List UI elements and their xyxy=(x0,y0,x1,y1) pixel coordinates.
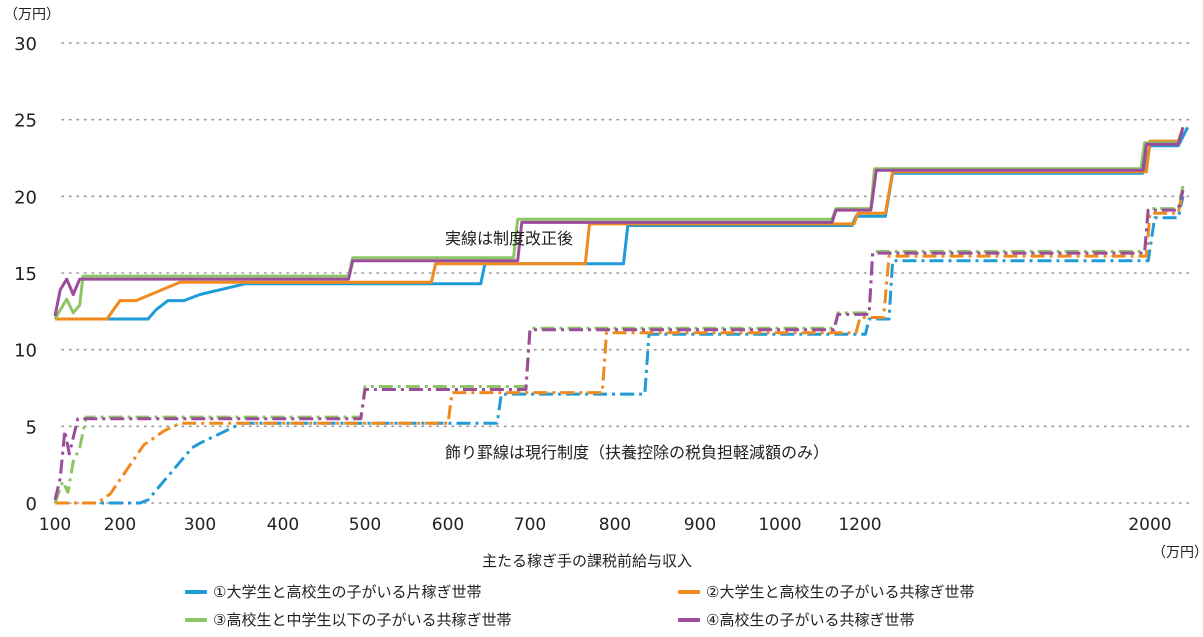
annotation-solid-note: 実線は制度改正後 xyxy=(445,229,573,248)
gridlines xyxy=(61,42,1191,504)
series-lines xyxy=(53,126,1190,505)
y-tick-label: 10 xyxy=(14,341,37,362)
x-tick-label: 700 xyxy=(514,515,546,535)
legend-item-3: ③高校生と中学生以下の子がいる共稼ぎ世帯 xyxy=(185,609,511,630)
legend-item-4: ④高校生の子がいる共稼ぎ世帯 xyxy=(678,609,914,630)
x-tick-label: 1200 xyxy=(838,515,881,535)
x-tick-label: 100 xyxy=(39,515,71,535)
legend-label-2: ②大学生と高校生の子がいる共稼ぎ世帯 xyxy=(706,583,975,601)
series-line-current-1 xyxy=(55,195,1185,505)
x-tick-label: 2000 xyxy=(1128,515,1171,535)
legend-label-4: ④高校生の子がいる共稼ぎ世帯 xyxy=(706,611,915,629)
series-line-revised-4 xyxy=(53,126,1185,317)
x-axis-unit: （万円） xyxy=(1152,545,1203,561)
x-tick-label: 400 xyxy=(267,515,299,535)
x-tick-label: 600 xyxy=(432,515,464,535)
legend-label-1: ①大学生と高校生の子がいる片稼ぎ世帯 xyxy=(213,583,482,601)
x-axis-ticks: 100 200 300 400 500 600 700 800 900 1000 1200 2000 xyxy=(39,515,1172,535)
x-axis-title: 主たる稼ぎ手の課税前給与収入 xyxy=(482,552,693,570)
y-tick-label: 15 xyxy=(14,264,37,285)
y-tick-label: 25 xyxy=(14,111,37,132)
legend-item-2: ②大学生と高校生の子がいる共稼ぎ世帯 xyxy=(678,581,974,602)
y-axis-unit: （万円） xyxy=(4,7,60,23)
y-tick-label: 5 xyxy=(26,417,37,438)
series-line-revised-3 xyxy=(53,126,1185,320)
y-tick-label: 0 xyxy=(26,494,37,515)
x-tick-label: 1000 xyxy=(758,515,801,535)
legend-swatch-3 xyxy=(185,617,207,622)
y-tick-label: 30 xyxy=(14,34,37,55)
legend-label-3: ③高校生と中学生以下の子がいる共稼ぎ世帯 xyxy=(213,611,512,629)
legend-swatch-2 xyxy=(678,589,700,594)
legend-item-1: ①大学生と高校生の子がいる片稼ぎ世帯 xyxy=(185,581,481,602)
series-line-current-4 xyxy=(53,189,1185,501)
legend-swatch-4 xyxy=(678,617,700,622)
x-tick-label: 800 xyxy=(599,515,631,535)
x-tick-label: 900 xyxy=(684,515,716,535)
y-axis-ticks: 0 5 10 15 20 25 30 xyxy=(14,34,37,515)
x-tick-label: 200 xyxy=(104,515,136,535)
y-tick-label: 20 xyxy=(14,187,37,208)
annotation-dashed-note: 飾り罫線は現行制度（扶養控除の税負担軽減額のみ） xyxy=(445,443,829,462)
legend-swatch-1 xyxy=(185,589,207,594)
x-tick-label: 500 xyxy=(349,515,381,535)
x-tick-label: 300 xyxy=(184,515,216,535)
